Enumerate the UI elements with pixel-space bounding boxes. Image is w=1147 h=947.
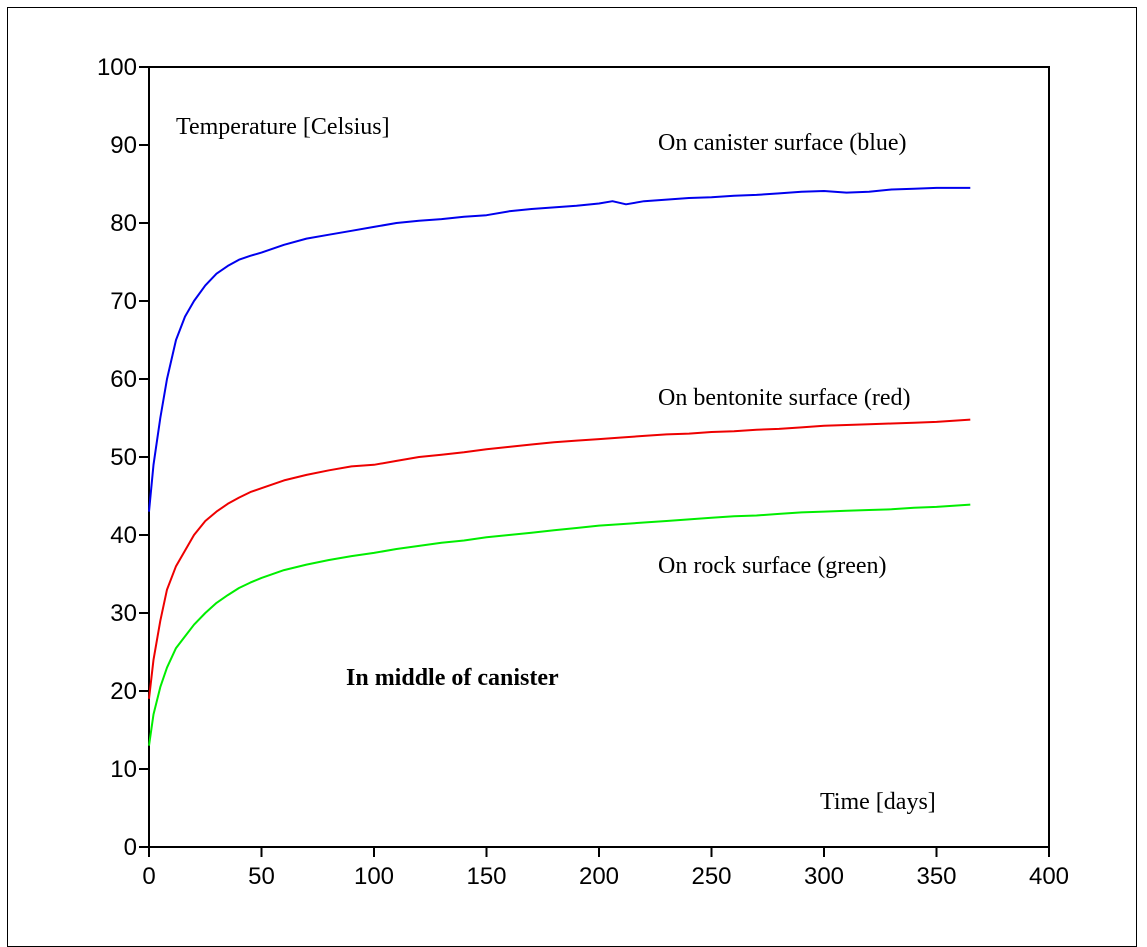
y-axis-label: Temperature [Celsius] — [176, 114, 390, 140]
x-axis-label: Time [days] — [820, 789, 936, 815]
y-tick-label: 70 — [110, 288, 137, 315]
x-tick-label: 400 — [1029, 863, 1069, 890]
annotation-label: In middle of canister — [346, 665, 559, 691]
series-line-canister — [148, 186, 971, 512]
legend-label-bentonite: On bentonite surface (red) — [658, 385, 911, 411]
y-tick-label: 80 — [110, 210, 137, 237]
y-tick-label: 100 — [97, 54, 137, 81]
y-tick-label: 30 — [110, 600, 137, 627]
x-tick-label: 300 — [804, 863, 844, 890]
y-tick-label: 50 — [110, 444, 137, 471]
y-axis: 0 10 20 30 40 50 60 70 80 90 100 — [97, 54, 149, 861]
x-tick-label: 150 — [466, 863, 506, 890]
y-tick-label: 10 — [110, 756, 137, 783]
x-tick-label: 100 — [354, 863, 394, 890]
x-tick-label: 50 — [248, 863, 275, 890]
x-axis: 0 50 100 150 200 250 300 350 400 — [142, 847, 1069, 890]
x-tick-label: 0 — [142, 863, 155, 890]
plot-area — [148, 66, 1050, 848]
series-line-bentonite — [148, 418, 971, 699]
x-tick-label: 200 — [579, 863, 619, 890]
legend-label-canister: On canister surface (blue) — [658, 130, 907, 156]
y-tick-label: 0 — [124, 834, 137, 861]
legend-label-rock: On rock surface (green) — [658, 553, 887, 579]
y-tick-label: 20 — [110, 678, 137, 705]
series-group — [148, 186, 971, 746]
y-tick-label: 60 — [110, 366, 137, 393]
y-tick-label: 40 — [110, 522, 137, 549]
x-tick-label: 350 — [916, 863, 956, 890]
series-line-rock — [148, 503, 971, 746]
x-tick-label: 250 — [691, 863, 731, 890]
line-chart: 0 10 20 30 40 50 60 70 80 90 100 0 50 100 150 200 250 30… — [97, 54, 1069, 890]
y-tick-label: 90 — [110, 132, 137, 159]
